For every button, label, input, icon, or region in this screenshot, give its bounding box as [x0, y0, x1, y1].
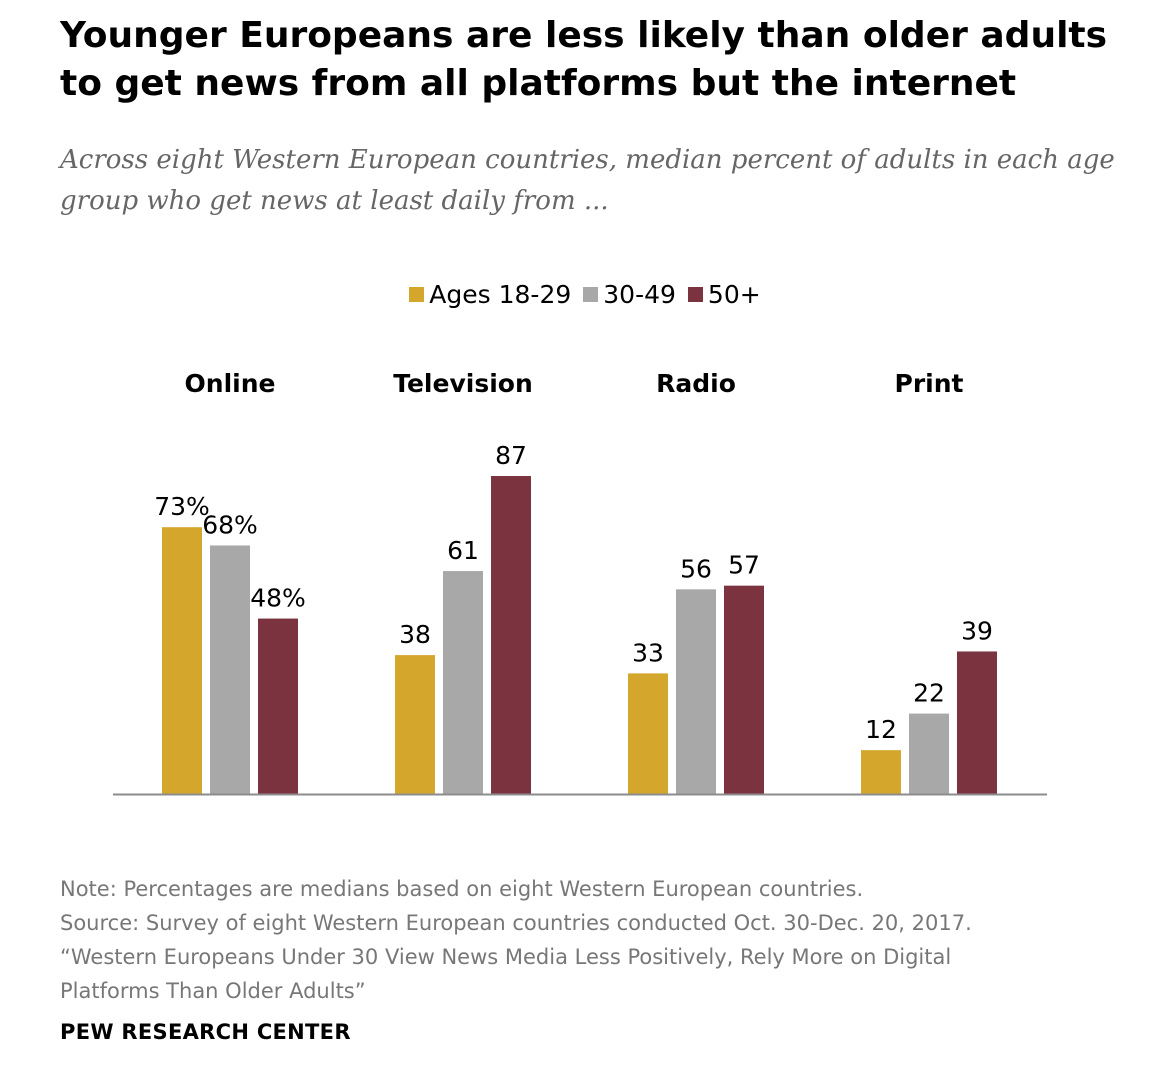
data-label-television-2: 87: [495, 441, 527, 470]
data-label-online-1: 68%: [202, 510, 258, 539]
data-label-radio-0: 33: [632, 638, 664, 667]
data-label-online-0: 73%: [154, 492, 210, 521]
organization-credit: PEW RESEARCH CENTER: [60, 1020, 351, 1044]
bar-online-ages-18-29: [162, 527, 202, 794]
legend-item-ages-18-29: Ages 18-29: [409, 280, 571, 309]
chart-footer-notes: Note: Percentages are medians based on e…: [60, 872, 1140, 1008]
category-label-online: Online: [185, 369, 276, 398]
legend-label-50-plus: 50+: [707, 279, 761, 309]
report-title-line-2: Platforms Than Older Adults”: [60, 979, 366, 1003]
note-text: Note: Percentages are medians based on e…: [60, 877, 864, 901]
data-label-television-0: 38: [399, 620, 431, 649]
data-label-radio-1: 56: [680, 554, 712, 583]
data-label-print-0: 12: [865, 715, 897, 744]
legend-item-30-49: 30-49: [583, 280, 676, 309]
legend-swatch-ages-18-29: [409, 286, 425, 302]
bar-radio-ages-18-29: [628, 673, 668, 794]
bar-chart: Online 73%68% 48% Television 38 61 87 Radio 33 56…: [113, 369, 1047, 796]
data-label-print-1: 22: [913, 679, 945, 708]
legend-label-ages-18-29: Ages 18-29: [429, 279, 572, 309]
bar-print-30-49: [909, 713, 949, 794]
category-label-television: Television: [393, 369, 533, 398]
bar-radio-30-49: [676, 589, 716, 794]
bar-print-ages-18-29: [861, 750, 901, 794]
data-label-print-2: 39: [961, 616, 993, 645]
chart-legend: Ages 18-29 30-49 50+: [0, 276, 1170, 312]
legend-swatch-30-49: [583, 286, 599, 302]
legend-label-30-49: 30-49: [603, 279, 676, 309]
report-title-line-1: “Western Europeans Under 30 View News Me…: [60, 945, 952, 969]
data-label-online-2: 48%: [250, 584, 306, 613]
legend-swatch-50-plus: [687, 286, 703, 302]
bar-television-50: [491, 476, 531, 794]
legend-item-50-plus: 50+: [687, 279, 761, 309]
source-text: Source: Survey of eight Western European…: [60, 911, 972, 935]
bar-online-30-49: [210, 545, 250, 794]
data-label-radio-2: 57: [728, 551, 760, 580]
chart-title: Younger Europeans are less likely than o…: [60, 15, 1108, 104]
chart-subtitle: Across eight Western European countries,…: [60, 145, 1115, 216]
bar-radio-50: [724, 585, 764, 794]
category-label-radio: Radio: [656, 369, 736, 398]
bar-television-30-49: [443, 571, 483, 794]
category-label-print: Print: [895, 369, 964, 398]
data-label-television-1: 61: [447, 536, 479, 565]
bar-online-50: [258, 618, 298, 794]
bar-print-50: [957, 651, 997, 794]
bar-television-ages-18-29: [395, 655, 435, 794]
